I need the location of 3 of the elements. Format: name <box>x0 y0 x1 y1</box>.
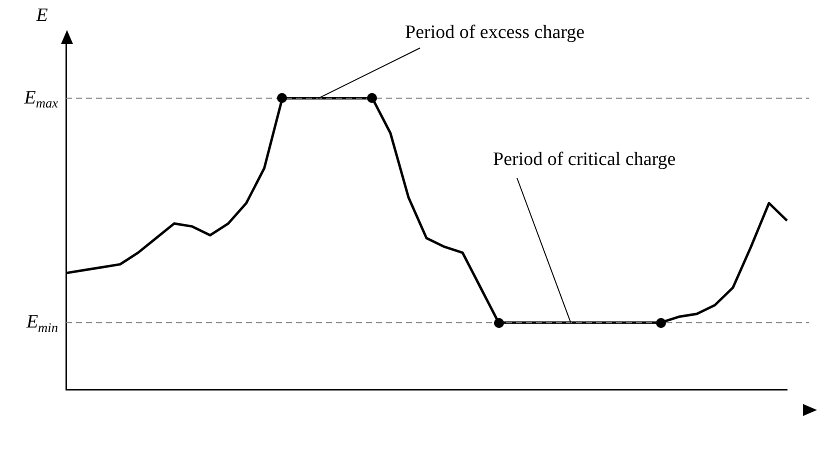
y-axis-title: E <box>35 5 48 26</box>
text: Period of excess charge <box>405 22 585 43</box>
annotation: Period of critical charge <box>493 148 676 170</box>
